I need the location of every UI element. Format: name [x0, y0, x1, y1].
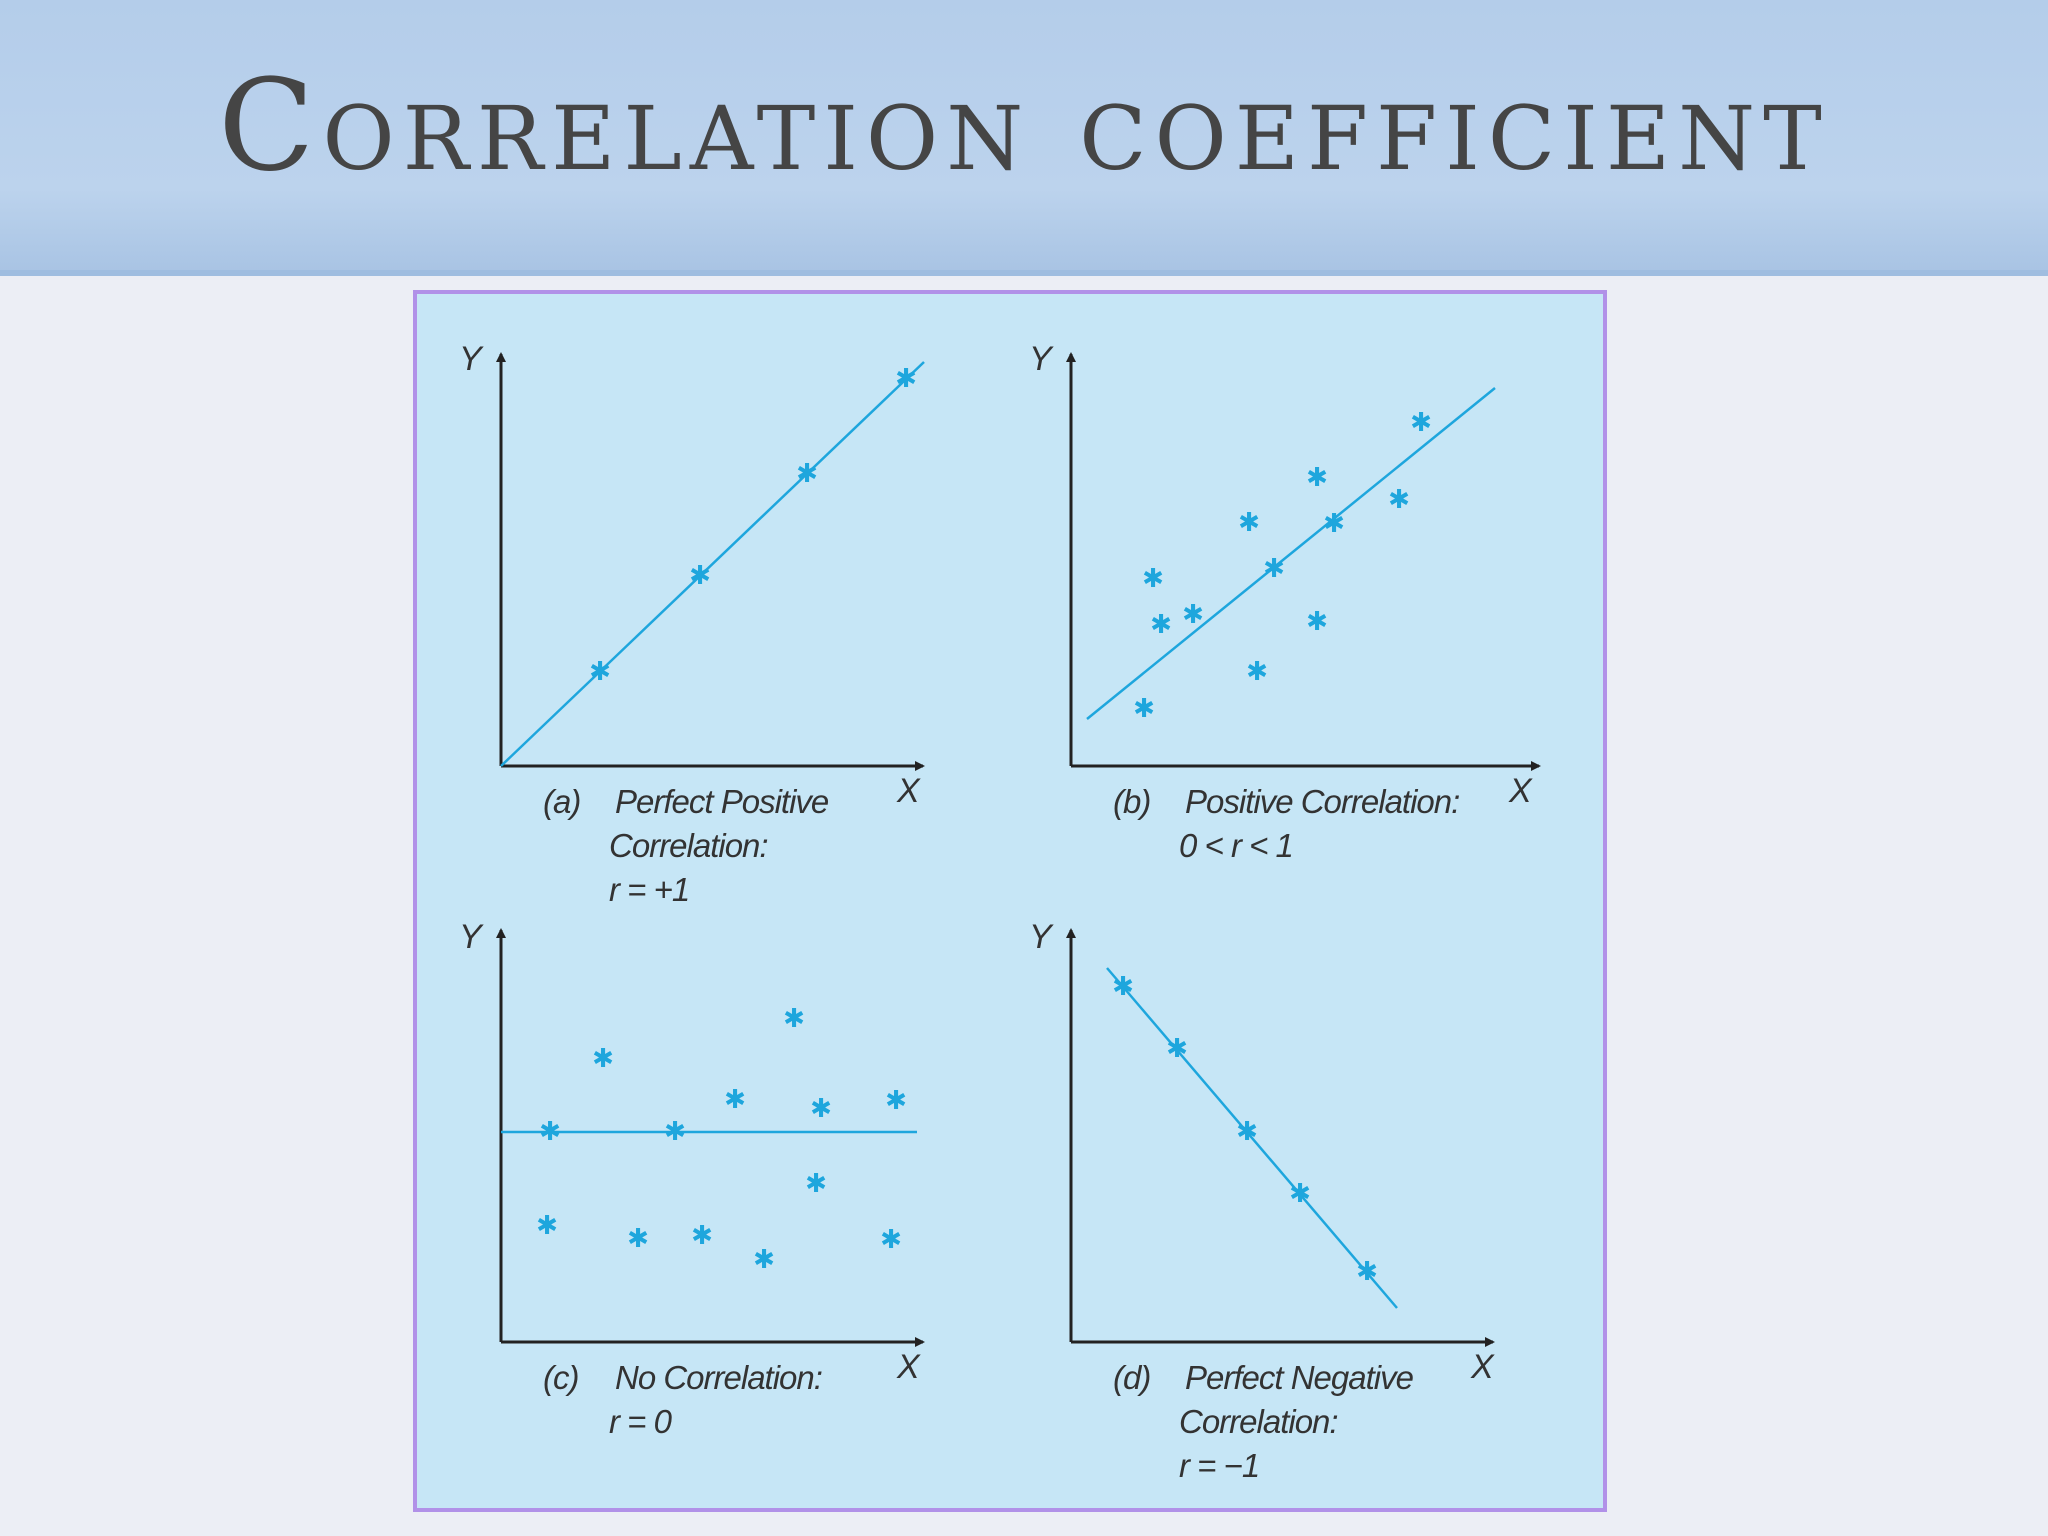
panel-d-caption: (d) Perfect Negative Correlation: r = −1: [1113, 1356, 1414, 1488]
data-point: ✱: [1289, 1179, 1311, 1209]
data-point: ✱: [783, 1004, 805, 1034]
panel-c-axes: [496, 928, 925, 1347]
data-point: ✱: [589, 657, 611, 687]
data-point: ✱: [1388, 485, 1410, 515]
panel-b-axes: [1066, 352, 1541, 771]
panel-a-caption-line-1: Perfect Positive: [615, 783, 829, 820]
panel-c-y-label: Y: [459, 918, 482, 956]
data-point: ✱: [1166, 1034, 1188, 1064]
data-point: ✱: [1306, 607, 1328, 637]
data-point: ✱: [1246, 657, 1268, 687]
data-point: ✱: [895, 364, 917, 394]
correlation-diagram-svg: ✱ ✱ ✱ ✱ ✱ ✱ ✱ ✱ ✱ ✱ ✱ ✱ ✱ ✱ ✱ ✱ ✱ ✱ ✱ ✱ …: [496, 352, 1541, 1347]
panel-a-y-label: Y: [459, 340, 482, 378]
panel-c-caption-line-2: r = 0: [609, 1403, 672, 1440]
panel-d-points: ✱ ✱ ✱ ✱ ✱: [1112, 972, 1378, 1287]
data-point: ✱: [691, 1221, 713, 1251]
data-point: ✱: [1182, 600, 1204, 630]
data-point: ✱: [1142, 564, 1164, 594]
panel-b-tag: (b): [1113, 783, 1151, 820]
data-point: ✱: [1263, 554, 1285, 584]
panel-a-caption-line-2: Correlation:: [609, 827, 769, 864]
panel-d-axes: [1066, 928, 1495, 1347]
panel-d-trend-line: [1106, 967, 1398, 1309]
panel-a-x-label: X: [897, 772, 920, 810]
panel-c-caption-line-1: No Correlation:: [615, 1359, 823, 1396]
panel-d-tag: (d): [1113, 1359, 1151, 1396]
panel-b-points: ✱ ✱ ✱ ✱ ✱ ✱ ✱ ✱ ✱ ✱ ✱ ✱: [1133, 408, 1432, 724]
panel-d-caption-line-3: r = −1: [1179, 1447, 1260, 1484]
slide-title: Correlation coefficient: [218, 52, 1830, 199]
data-point: ✱: [1133, 694, 1155, 724]
data-point: ✱: [1238, 508, 1260, 538]
panel-b-trend-line: [1086, 387, 1496, 720]
data-point: ✱: [753, 1245, 775, 1275]
panel-d-caption-line-1: Perfect Negative: [1185, 1359, 1414, 1396]
panel-a-points: ✱ ✱ ✱ ✱: [589, 364, 917, 687]
data-point: ✱: [1112, 972, 1134, 1002]
data-point: ✱: [539, 1117, 561, 1147]
panel-d-caption-line-2: Correlation:: [1179, 1403, 1339, 1440]
data-point: ✱: [664, 1117, 686, 1147]
panel-a-tag: (a): [543, 783, 581, 820]
data-point: ✱: [805, 1169, 827, 1199]
panel-c-tag: (c): [543, 1359, 579, 1396]
data-point: ✱: [1236, 1117, 1258, 1147]
data-point: ✱: [627, 1224, 649, 1254]
panel-c-points: ✱ ✱ ✱ ✱ ✱ ✱ ✱ ✱ ✱ ✱ ✱ ✱ ✱: [536, 1004, 907, 1275]
data-point: ✱: [724, 1085, 746, 1115]
panel-d-x-label: X: [1471, 1348, 1494, 1386]
data-point: ✱: [1356, 1257, 1378, 1287]
panel-c-caption: (c) No Correlation: r = 0: [543, 1356, 823, 1444]
data-point: ✱: [1306, 463, 1328, 493]
data-point: ✱: [592, 1044, 614, 1074]
panel-b-y-label: Y: [1029, 340, 1052, 378]
correlation-figure: ✱ ✱ ✱ ✱ ✱ ✱ ✱ ✱ ✱ ✱ ✱ ✱ ✱ ✱ ✱ ✱ ✱ ✱ ✱ ✱ …: [413, 290, 1607, 1512]
data-point: ✱: [1410, 408, 1432, 438]
panel-a-caption: (a) Perfect Positive Correlation: r = +1: [543, 780, 829, 912]
data-point: ✱: [1150, 610, 1172, 640]
panel-a-axes: [496, 352, 925, 771]
title-band: Correlation coefficient: [0, 0, 2048, 276]
panel-b-x-label: X: [1509, 772, 1532, 810]
data-point: ✱: [536, 1211, 558, 1241]
data-point: ✱: [1323, 509, 1345, 539]
data-point: ✱: [885, 1086, 907, 1116]
panel-b-caption-line-2: 0 < r < 1: [1179, 827, 1294, 864]
panel-d-y-label: Y: [1029, 918, 1052, 956]
panel-b-caption-line-1: Positive Correlation:: [1185, 783, 1460, 820]
panel-c-x-label: X: [897, 1348, 920, 1386]
panel-b-caption: (b) Positive Correlation: 0 < r < 1: [1113, 780, 1460, 868]
data-point: ✱: [689, 561, 711, 591]
panel-a-caption-line-3: r = +1: [609, 871, 690, 908]
data-point: ✱: [796, 459, 818, 489]
data-point: ✱: [880, 1225, 902, 1255]
data-point: ✱: [810, 1094, 832, 1124]
panel-a-trend-line: [500, 361, 925, 767]
